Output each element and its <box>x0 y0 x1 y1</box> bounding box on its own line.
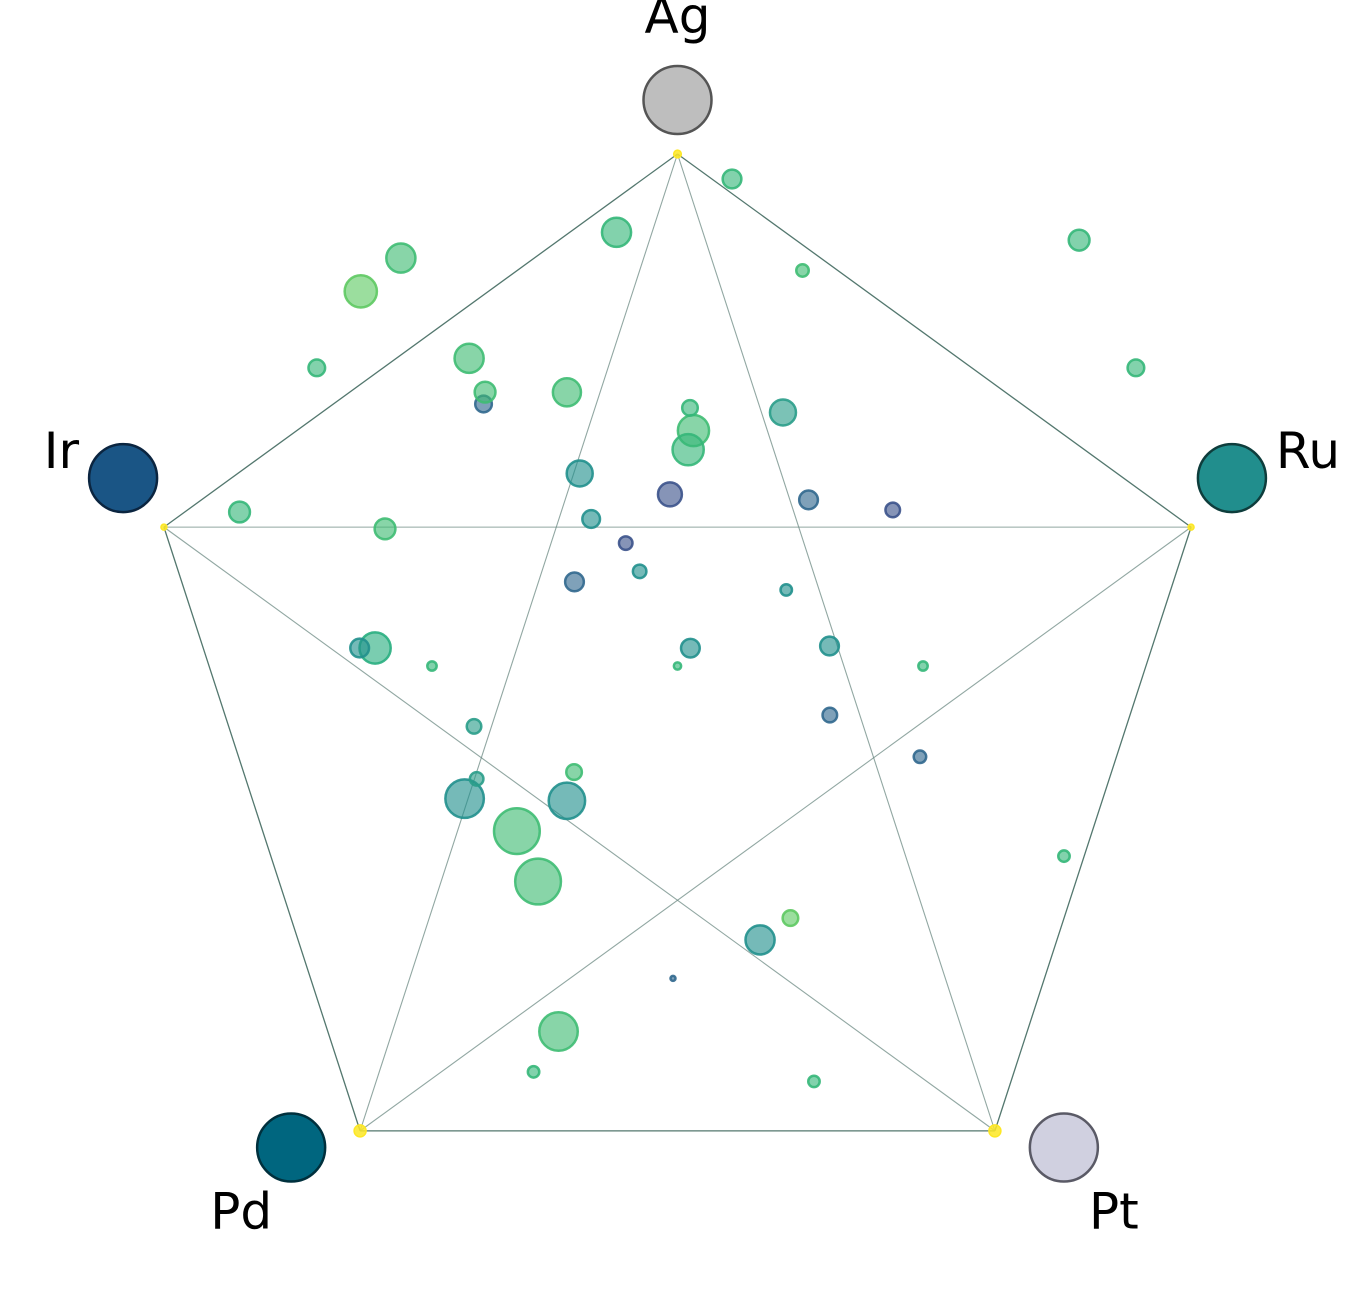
data-point-13 <box>721 168 743 190</box>
data-point-35 <box>385 242 417 274</box>
data-point-29 <box>795 262 811 278</box>
vertex-node-pt <box>1028 1112 1100 1183</box>
data-point-20 <box>744 924 776 956</box>
data-point-23 <box>563 571 586 593</box>
corner-marker-ir <box>160 523 168 531</box>
data-point-44 <box>468 770 485 787</box>
data-point-37 <box>912 749 928 765</box>
data-point-26 <box>453 342 485 375</box>
edge-ir-ag <box>163 153 678 528</box>
vertex-labels: Ag Ru Pt Pd Ir <box>44 0 1340 1241</box>
data-point-4 <box>806 1074 821 1089</box>
diagonal-pd-ag <box>359 153 679 1132</box>
data-point-10 <box>1126 358 1146 378</box>
corner-markers <box>160 149 1195 1138</box>
data-point-47 <box>373 517 397 541</box>
diagonal-ru-pd <box>359 526 1192 1132</box>
data-point-3 <box>526 1064 541 1079</box>
data-point-2 <box>781 909 800 928</box>
data-point-34 <box>343 274 379 309</box>
data-point-39 <box>884 501 902 519</box>
vertex-node-ag <box>642 64 713 136</box>
diagonal-pt-ir <box>163 526 996 1132</box>
edge-ag-ru <box>677 153 1192 528</box>
data-point-45 <box>631 563 648 580</box>
data-point-18 <box>444 778 486 820</box>
data-point-8 <box>917 660 929 672</box>
data-point-6 <box>426 660 438 672</box>
data-point-12 <box>1067 228 1091 252</box>
vertex-node-ru <box>1196 442 1268 514</box>
data-point-9 <box>307 358 327 378</box>
data-point-25 <box>797 489 820 511</box>
vertex-nodes <box>87 64 1268 1183</box>
data-point-49 <box>680 398 700 417</box>
vertex-node-ir <box>87 442 159 514</box>
edge-ru-pt <box>994 526 1192 1132</box>
data-point-24 <box>656 481 684 508</box>
vertex-node-pd <box>255 1112 327 1183</box>
data-point-5 <box>1057 849 1071 864</box>
data-point-32 <box>671 432 705 467</box>
corner-marker-pd <box>353 1124 367 1138</box>
corner-marker-ag <box>672 149 683 159</box>
data-point-40 <box>779 582 794 597</box>
data-point-1 <box>669 974 677 983</box>
vertex-label-ru: Ru <box>1276 422 1340 480</box>
edge-pd-ir <box>163 526 361 1132</box>
vertex-label-ir: Ir <box>44 422 80 480</box>
data-point-17 <box>492 806 542 856</box>
data-point-21 <box>818 635 841 657</box>
corner-marker-ru <box>1187 523 1195 531</box>
vertex-label-pd: Pd <box>210 1183 272 1241</box>
data-point-22 <box>679 637 701 659</box>
data-point-27 <box>551 377 583 408</box>
data-point-43 <box>349 637 371 659</box>
data-point-14 <box>538 1011 580 1053</box>
data-point-41 <box>581 508 602 530</box>
data-point-28 <box>768 398 798 427</box>
pentagon-edges <box>163 153 1192 1132</box>
vertex-label-ag: Ag <box>645 0 711 45</box>
data-points <box>227 168 1146 1089</box>
data-point-19 <box>547 781 587 821</box>
data-point-36 <box>465 717 483 735</box>
data-point-48 <box>565 763 584 782</box>
data-point-50 <box>473 380 497 404</box>
corner-marker-pt <box>988 1124 1002 1138</box>
data-point-16 <box>513 857 563 906</box>
pentagon-diagonals <box>163 153 1192 1132</box>
data-point-46 <box>617 535 634 552</box>
data-point-30 <box>600 216 633 249</box>
data-point-7 <box>672 661 683 671</box>
data-point-42 <box>565 459 594 488</box>
data-point-38 <box>821 706 839 724</box>
data-point-11 <box>227 500 252 524</box>
vertex-label-pt: Pt <box>1089 1183 1139 1241</box>
